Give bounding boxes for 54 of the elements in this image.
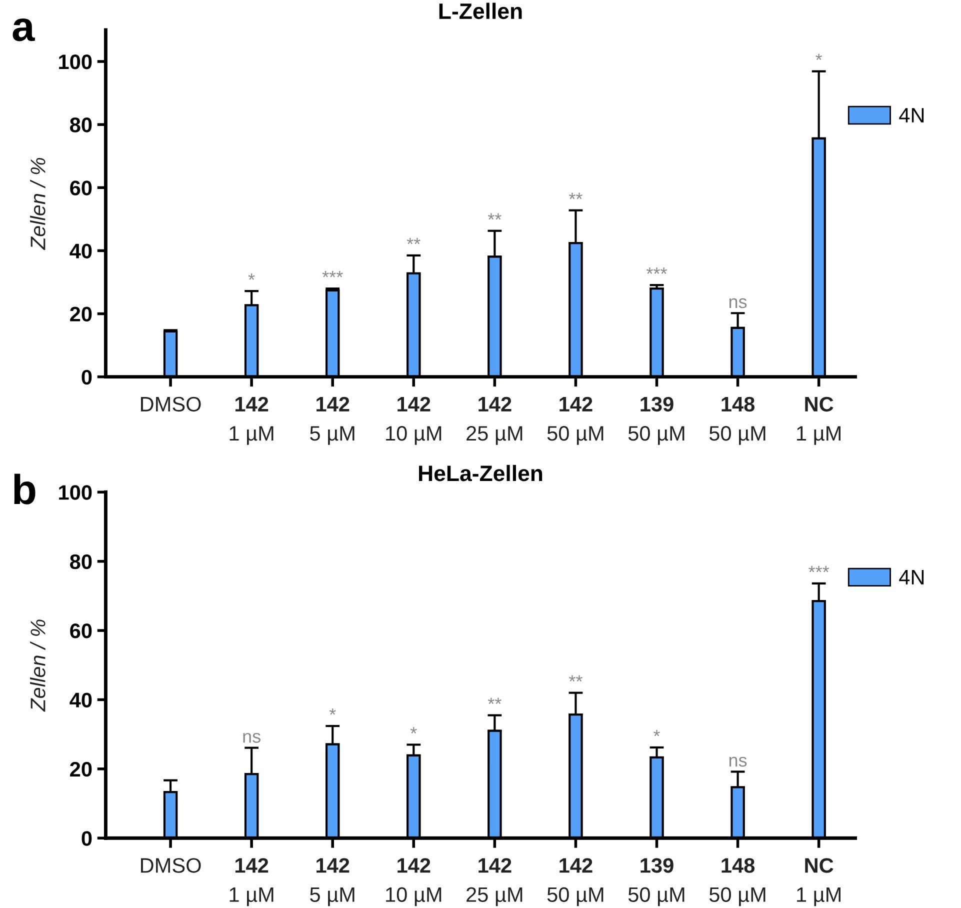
annotation: *: [410, 727, 417, 734]
x-tick-label: 142 25 µM: [466, 858, 522, 906]
x-tick-label: 142 1 µM: [230, 396, 274, 445]
annotation: *: [248, 273, 255, 280]
y-tick-label: 0: [82, 831, 92, 846]
x-tick-label: 148 50 µM: [709, 396, 766, 445]
y-tick-label: 20: [70, 306, 92, 322]
x-tick-label: NC 1 µM: [797, 858, 840, 906]
x-tick-label: 148 50 µM: [709, 858, 766, 906]
y-tick-label: 80: [70, 554, 92, 570]
annotation: ns: [243, 732, 260, 743]
x-tick-label: 142 5 µM: [310, 396, 354, 445]
y-tick-label: 100: [59, 485, 92, 500]
annotation: ***: [322, 270, 343, 278]
x-tick-label: 142 10 µM: [386, 396, 442, 445]
annotation: ***: [646, 268, 668, 274]
x-tick-label: 142 50 µM: [547, 396, 604, 445]
y-tick-label: 20: [70, 762, 92, 777]
x-tick-label: 142 5 µM: [310, 858, 354, 906]
x-tick-label: 142 1 µM: [230, 858, 274, 906]
y-axis-title: Zellen / %: [30, 158, 46, 250]
y-tick-label: 60: [70, 624, 92, 638]
x-tick-label: DMSO: [141, 396, 201, 412]
x-tick-label: 142 25 µM: [466, 396, 522, 445]
y-tick-label: 40: [70, 692, 92, 708]
annotation: **: [406, 238, 420, 244]
chart-title: HeLa-Zellen: [419, 464, 542, 482]
text: a: [12, 18, 35, 42]
annotation: *: [329, 708, 336, 715]
x-tick-label: NC 1 µM: [797, 396, 840, 445]
annotation: ns: [729, 756, 747, 767]
y-tick-label: 80: [70, 118, 92, 132]
annotation: **: [568, 675, 582, 682]
chart-title: L-Zellen: [439, 2, 522, 20]
annotation: **: [488, 213, 502, 220]
y-tick-label: 60: [70, 180, 92, 196]
annotation: ns: [729, 298, 747, 308]
x-tick-label: 139 50 µM: [628, 858, 684, 906]
text: b: [14, 474, 36, 504]
x-tick-label: 142 10 µM: [386, 858, 442, 906]
annotation: ***: [808, 566, 830, 572]
annotation: **: [568, 192, 582, 200]
y-tick-label: 100: [59, 54, 92, 70]
annotation: *: [654, 730, 660, 736]
annotation: **: [488, 698, 502, 704]
y-tick-label: 40: [70, 244, 92, 258]
x-tick-label: 142 50 µM: [547, 858, 604, 906]
x-tick-label: 139 50 µM: [628, 396, 684, 445]
legend-label: 4N: [899, 570, 924, 584]
x-tick-label: DMSO: [141, 858, 201, 873]
y-axis-title: Zellen / %: [30, 620, 46, 712]
y-tick-label: 0: [82, 370, 92, 385]
legend-label: 4N: [899, 108, 924, 122]
annotation: *: [816, 54, 822, 60]
